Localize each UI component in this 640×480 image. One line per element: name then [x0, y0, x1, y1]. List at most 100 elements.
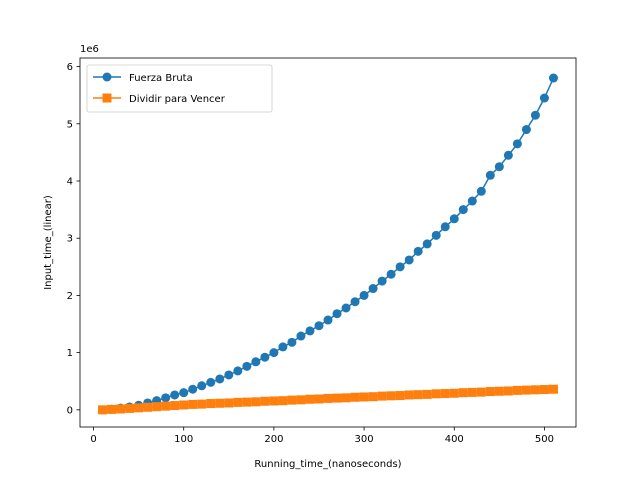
data-point [395, 262, 405, 272]
data-point [323, 393, 333, 403]
data-point [170, 401, 180, 411]
data-point [287, 395, 297, 405]
data-point [116, 404, 126, 414]
data-point [305, 394, 315, 404]
data-point [413, 390, 423, 400]
data-point [431, 230, 441, 240]
data-point [233, 397, 243, 407]
data-point [368, 392, 378, 402]
legend-item: Dividir para Vencer [93, 93, 226, 105]
legend: Fuerza Bruta Dividir para Vencer [86, 64, 273, 113]
data-point [233, 366, 243, 376]
y-tick-label: 3 [67, 234, 73, 245]
y-tick-label: 1 [67, 348, 73, 359]
data-point [206, 399, 216, 409]
y-tick-label: 6 [67, 62, 73, 73]
data-point [368, 284, 378, 294]
data-point [152, 402, 162, 412]
data-point [548, 73, 558, 83]
data-point [134, 403, 144, 413]
data-point [161, 401, 171, 411]
data-point [341, 393, 351, 403]
data-point [98, 405, 108, 415]
data-point [359, 392, 369, 402]
data-point [458, 388, 468, 398]
data-point [404, 390, 414, 400]
data-point [107, 404, 117, 414]
data-point [512, 385, 522, 395]
data-point [269, 348, 279, 358]
data-point [503, 386, 513, 396]
data-point [386, 269, 396, 279]
data-point [179, 388, 189, 398]
x-axis: 0 100 200 300 400 500 [90, 427, 554, 445]
data-point [188, 399, 198, 409]
x-tick-label: 0 [90, 434, 96, 445]
data-point [260, 396, 270, 406]
x-tick-label: 400 [445, 434, 464, 445]
x-tick-label: 200 [264, 434, 283, 445]
data-point [485, 170, 495, 180]
y-tick-label: 0 [67, 405, 73, 416]
data-point [296, 395, 306, 405]
data-point [377, 276, 387, 286]
data-point [422, 389, 432, 399]
data-point [377, 391, 387, 401]
data-point [440, 222, 450, 232]
data-point [269, 396, 279, 406]
data-point [278, 342, 288, 352]
data-point [215, 374, 225, 384]
data-point [431, 389, 441, 399]
data-point [125, 403, 135, 413]
data-point [539, 385, 549, 395]
legend-label: Fuerza Bruta [129, 73, 193, 84]
data-point [440, 389, 450, 399]
data-point [395, 391, 405, 401]
data-point [242, 361, 252, 371]
data-point [476, 387, 486, 397]
data-point [386, 391, 396, 401]
data-point [530, 385, 540, 395]
y-tick-label: 2 [67, 291, 73, 302]
data-point [530, 110, 540, 120]
data-point [287, 337, 297, 347]
data-point [467, 387, 477, 397]
data-point [404, 255, 414, 265]
data-point [350, 392, 360, 402]
y-tick-label: 5 [67, 119, 73, 130]
data-point [224, 398, 234, 408]
x-tick-label: 100 [174, 434, 193, 445]
data-point [458, 205, 468, 215]
data-point [242, 397, 252, 407]
data-point [260, 352, 270, 362]
data-point [215, 398, 225, 408]
data-point [170, 390, 180, 400]
data-point [332, 309, 342, 319]
legend-item: Fuerza Bruta [93, 72, 193, 84]
data-point [413, 246, 423, 256]
data-point [251, 397, 261, 407]
data-point [314, 394, 324, 404]
data-point [350, 297, 360, 307]
legend-box [86, 64, 273, 113]
x-axis-label: Running_time_(nanoseconds) [254, 459, 401, 470]
data-point [494, 162, 504, 172]
x-tick-label: 500 [535, 434, 554, 445]
data-point [494, 386, 504, 396]
legend-marker [102, 93, 112, 103]
data-point [521, 385, 531, 395]
data-point [224, 370, 234, 380]
x-tick-label: 300 [355, 434, 374, 445]
data-point [341, 303, 351, 313]
data-point [548, 384, 558, 394]
y-axis-label: Input_time_(linear) [43, 195, 54, 290]
data-point [179, 400, 189, 410]
data-point [197, 381, 207, 391]
data-point [296, 331, 306, 341]
plot-series [98, 73, 558, 415]
data-point [305, 326, 315, 336]
data-point [539, 93, 549, 103]
data-point [161, 393, 171, 403]
data-point [503, 150, 513, 160]
